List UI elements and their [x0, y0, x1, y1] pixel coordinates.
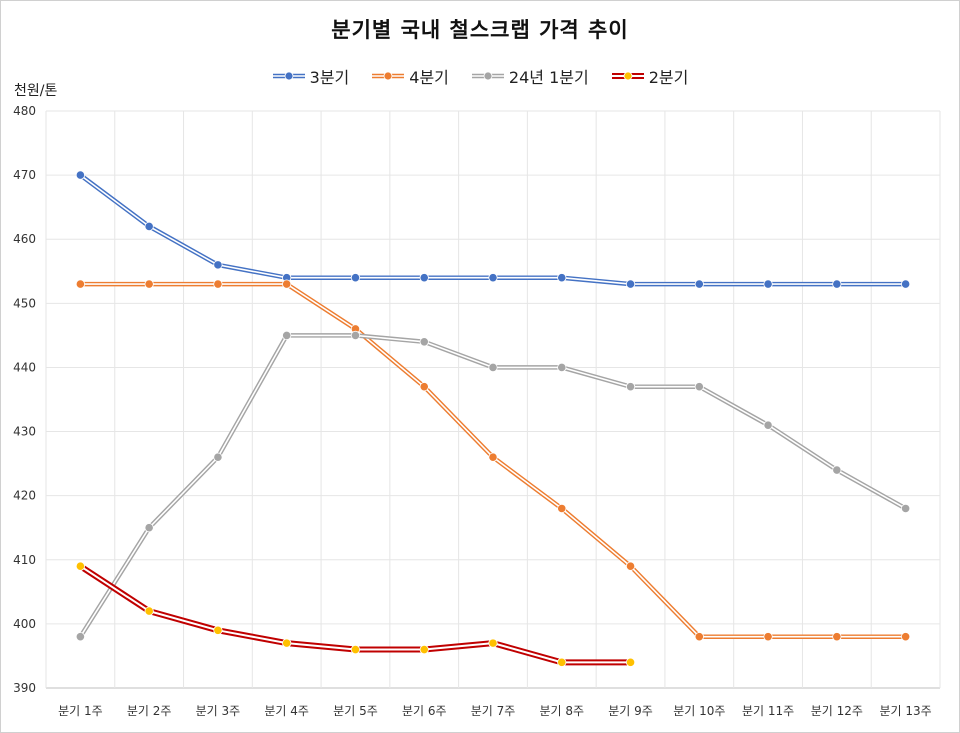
y-tick-label: 440 [13, 360, 36, 374]
y-tick-label: 450 [13, 296, 36, 310]
x-tick-label: 분기 3주 [196, 704, 241, 718]
data-point [213, 625, 223, 635]
chart-title: 분기별 국내 철스크랩 가격 추이 [331, 18, 629, 42]
data-point [144, 279, 154, 289]
data-point [901, 632, 911, 642]
data-point [832, 465, 842, 475]
data-point [763, 632, 773, 642]
series-line-outer [79, 173, 906, 287]
data-point [557, 503, 567, 514]
chart-legend: 3분기 4분기 24년 1분기 2분기 [0, 64, 960, 88]
data-point [419, 382, 429, 392]
series-line-outer [78, 333, 907, 638]
x-tick-label: 분기 13주 [880, 704, 932, 718]
x-tick-label: 분기 12주 [811, 704, 863, 718]
data-point [488, 452, 498, 462]
data-point [144, 606, 154, 616]
data-point [901, 503, 911, 514]
legend-item: 2분기 [611, 64, 689, 88]
data-point [75, 632, 85, 642]
data-point [213, 452, 223, 462]
data-point [282, 638, 292, 648]
data-point [488, 638, 498, 648]
data-point [75, 279, 85, 289]
data-point [557, 273, 567, 283]
data-point [144, 221, 154, 231]
data-point [350, 644, 361, 655]
data-point [694, 279, 704, 289]
data-point [557, 657, 567, 667]
data-point [625, 279, 636, 289]
y-tick-label: 390 [13, 681, 36, 695]
legend-swatch-icon [372, 71, 405, 81]
x-tick-label: 분기 1주 [58, 704, 103, 718]
legend-swatch-icon [272, 71, 305, 81]
data-point [488, 273, 498, 283]
legend-label: 2분기 [648, 68, 689, 87]
data-point [625, 657, 636, 667]
data-point [832, 279, 842, 289]
data-point [488, 362, 498, 373]
x-tick-label: 분기 11주 [742, 704, 794, 718]
x-tick-label: 분기 7주 [471, 704, 516, 718]
data-point [625, 382, 636, 392]
y-tick-label: 430 [13, 425, 36, 439]
y-tick-label: 420 [13, 489, 36, 503]
data-point [213, 260, 223, 270]
data-point [213, 279, 223, 289]
legend-swatch-icon [471, 71, 504, 81]
x-tick-label: 분기 10주 [673, 704, 725, 718]
series-line-inner [79, 174, 906, 285]
data-point [901, 279, 911, 289]
legend-item: 24년 1분기 [471, 64, 589, 88]
data-point [557, 362, 567, 373]
legend-item: 4분기 [371, 64, 449, 88]
legend-label: 4분기 [409, 68, 449, 87]
legend-label: 3분기 [309, 68, 350, 87]
x-tick-label: 분기 5주 [333, 704, 378, 718]
y-axis-unit-label: 천원/톤 [14, 83, 58, 99]
x-tick-label: 분기 4주 [264, 704, 309, 718]
legend-label: 24년 1분기 [508, 68, 589, 87]
data-point [625, 561, 636, 571]
x-tick-label: 분기 6주 [402, 704, 447, 718]
data-point [350, 330, 361, 340]
data-point [282, 330, 292, 340]
data-point [763, 279, 773, 289]
legend-item: 3분기 [272, 64, 350, 88]
data-point [419, 337, 429, 347]
data-point [419, 644, 429, 655]
data-point [75, 170, 85, 180]
data-point [694, 382, 704, 392]
y-tick-label: 470 [13, 168, 36, 182]
data-point [144, 523, 154, 533]
data-point [282, 279, 292, 289]
y-tick-label: 410 [13, 553, 36, 567]
y-tick-label: 480 [13, 104, 36, 118]
y-tick-label: 400 [13, 617, 36, 631]
data-point [763, 420, 773, 430]
data-point [75, 561, 85, 571]
data-point [832, 632, 842, 642]
series-line-inner [79, 334, 906, 638]
data-point [350, 273, 361, 283]
data-point [694, 632, 704, 642]
x-tick-label: 분기 9주 [608, 704, 653, 718]
y-tick-label: 460 [13, 232, 36, 246]
x-tick-label: 분기 8주 [539, 704, 584, 718]
data-point [419, 273, 429, 283]
legend-swatch-icon [611, 71, 644, 81]
x-tick-label: 분기 2주 [127, 704, 172, 718]
